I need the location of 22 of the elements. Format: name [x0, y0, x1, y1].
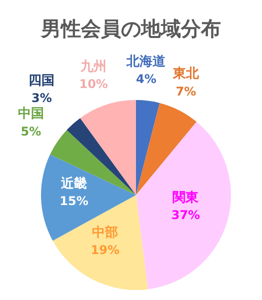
slice-label: 東北 — [172, 66, 200, 82]
pie-slice — [41, 154, 136, 241]
data-label: 19% — [90, 243, 120, 258]
slice-label: 北海道 — [126, 54, 167, 70]
data-label: 7% — [176, 84, 196, 98]
pie-slice — [136, 122, 231, 290]
data-label: 4% — [136, 72, 156, 86]
data-label: 5% — [20, 124, 42, 138]
slice-label: 近畿 — [60, 175, 88, 192]
chart-title: 男性会員の地域分布 — [40, 16, 221, 40]
data-label: 15% — [60, 194, 88, 208]
pie-slice — [52, 195, 148, 290]
slice-label: 九州 — [80, 59, 107, 74]
pie-slice — [136, 100, 160, 195]
slice-label: 中国 — [18, 106, 44, 122]
data-label: 10% — [79, 77, 108, 92]
data-label: 3% — [32, 91, 52, 106]
data-label: 37% — [171, 208, 200, 222]
slice-label: 関東 — [172, 190, 200, 206]
slice-label: 四国 — [28, 73, 55, 88]
pie-slice — [50, 130, 136, 195]
slice-label: 中部 — [92, 224, 118, 240]
